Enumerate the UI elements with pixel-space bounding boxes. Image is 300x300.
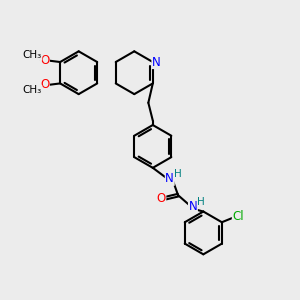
Text: H: H — [174, 169, 182, 179]
Text: O: O — [40, 78, 49, 92]
Text: N: N — [188, 200, 197, 213]
Text: CH₃: CH₃ — [22, 50, 42, 60]
Text: CH₃: CH₃ — [22, 85, 42, 95]
Text: N: N — [165, 172, 174, 185]
Text: Cl: Cl — [232, 210, 244, 223]
Text: N: N — [152, 56, 161, 68]
Text: H: H — [197, 197, 205, 207]
Text: O: O — [40, 54, 49, 67]
Text: O: O — [157, 192, 166, 205]
